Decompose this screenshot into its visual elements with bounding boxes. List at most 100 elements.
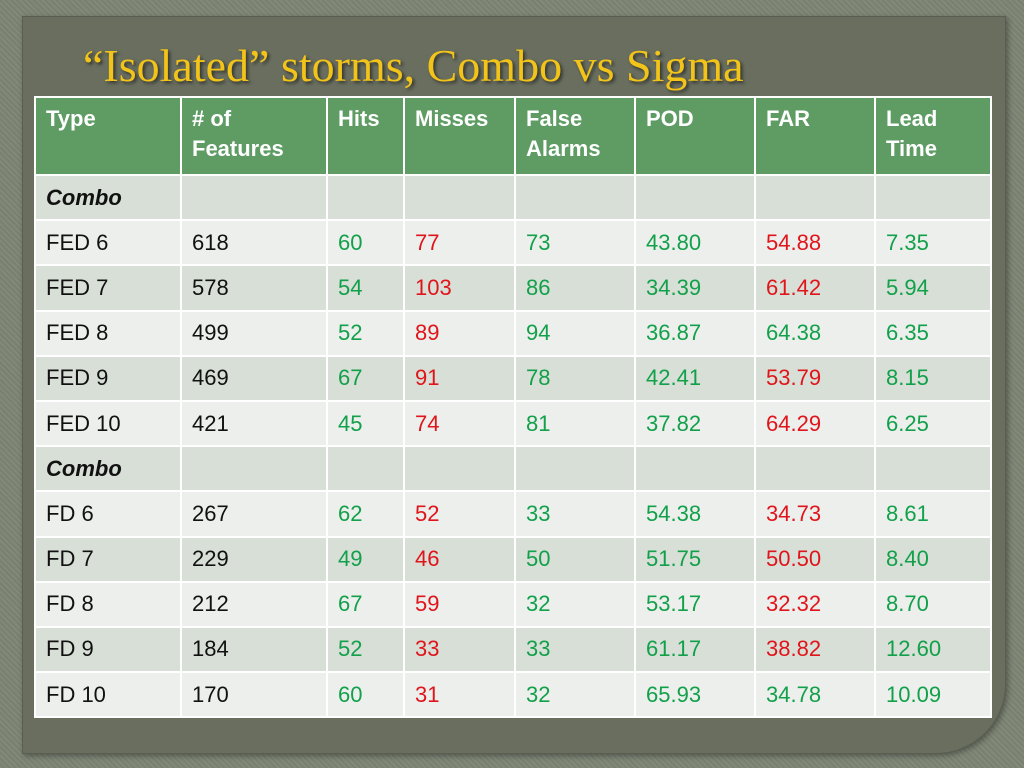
cell-type: FED 6 xyxy=(34,219,182,267)
cell-hits: 52 xyxy=(326,625,405,674)
cell-false-alarms: 50 xyxy=(514,535,636,583)
cell-far: 64.38 xyxy=(754,309,876,357)
cell-misses xyxy=(403,173,516,222)
cell-type: FED 8 xyxy=(34,309,182,357)
cell-features xyxy=(180,445,328,493)
cell-type: Combo xyxy=(34,173,182,222)
cell-misses: 52 xyxy=(403,490,516,538)
cell-far: 34.78 xyxy=(754,671,876,719)
header-hits: Hits xyxy=(326,96,405,176)
header-far: FAR xyxy=(754,96,876,176)
cell-misses: 33 xyxy=(403,625,516,674)
cell-features xyxy=(180,173,328,222)
cell-misses: 46 xyxy=(403,535,516,583)
cell-features: 170 xyxy=(180,671,328,719)
cell-hits: 45 xyxy=(326,399,405,448)
cell-features: 212 xyxy=(180,580,328,628)
cell-lead-time: 12.60 xyxy=(874,625,992,674)
cell-hits xyxy=(326,173,405,222)
cell-far: 53.79 xyxy=(754,354,876,402)
cell-false-alarms: 78 xyxy=(514,354,636,402)
cell-misses: 31 xyxy=(403,671,516,719)
cell-features: 421 xyxy=(180,399,328,448)
cell-type: FED 10 xyxy=(34,399,182,448)
table-row: FD 9 184 52 33 33 61.17 38.82 12.60 xyxy=(34,625,992,674)
cell-pod: 42.41 xyxy=(634,354,756,402)
cell-far: 54.88 xyxy=(754,219,876,267)
table-row: FD 8 212 67 59 32 53.17 32.32 8.70 xyxy=(34,580,992,628)
cell-far: 34.73 xyxy=(754,490,876,538)
cell-hits: 67 xyxy=(326,580,405,628)
cell-lead-time: 6.35 xyxy=(874,309,992,357)
cell-lead-time: 8.15 xyxy=(874,354,992,402)
cell-far: 32.32 xyxy=(754,580,876,628)
cell-lead-time xyxy=(874,445,992,493)
cell-type: FD 7 xyxy=(34,535,182,583)
table-row: FED 7 578 54 103 86 34.39 61.42 5.94 xyxy=(34,264,992,312)
cell-hits: 67 xyxy=(326,354,405,402)
cell-lead-time: 5.94 xyxy=(874,264,992,312)
cell-false-alarms: 33 xyxy=(514,490,636,538)
cell-misses: 59 xyxy=(403,580,516,628)
cell-false-alarms: 32 xyxy=(514,671,636,719)
slide-title: “Isolated” storms, Combo vs Sigma xyxy=(83,40,744,91)
table-row: FD 7 229 49 46 50 51.75 50.50 8.40 xyxy=(34,535,992,583)
cell-false-alarms: 81 xyxy=(514,399,636,448)
cell-lead-time: 10.09 xyxy=(874,671,992,719)
header-false-alarms: False Alarms xyxy=(514,96,636,176)
cell-features: 578 xyxy=(180,264,328,312)
cell-misses: 103 xyxy=(403,264,516,312)
cell-lead-time: 8.61 xyxy=(874,490,992,538)
group-row: Combo xyxy=(34,173,992,222)
cell-lead-time: 8.70 xyxy=(874,580,992,628)
cell-type: FED 9 xyxy=(34,354,182,402)
cell-misses: 89 xyxy=(403,309,516,357)
cell-pod: 61.17 xyxy=(634,625,756,674)
cell-pod: 51.75 xyxy=(634,535,756,583)
cell-false-alarms: 73 xyxy=(514,219,636,267)
table-row: FED 6 618 60 77 73 43.80 54.88 7.35 xyxy=(34,219,992,267)
cell-misses: 91 xyxy=(403,354,516,402)
cell-lead-time: 8.40 xyxy=(874,535,992,583)
header-pod: POD xyxy=(634,96,756,176)
cell-features: 469 xyxy=(180,354,328,402)
cell-hits: 62 xyxy=(326,490,405,538)
cell-type: FD 10 xyxy=(34,671,182,719)
header-misses: Misses xyxy=(403,96,516,176)
cell-pod: 37.82 xyxy=(634,399,756,448)
cell-lead-time: 6.25 xyxy=(874,399,992,448)
cell-hits xyxy=(326,445,405,493)
cell-pod: 34.39 xyxy=(634,264,756,312)
cell-far: 38.82 xyxy=(754,625,876,674)
cell-pod: 43.80 xyxy=(634,219,756,267)
cell-far xyxy=(754,445,876,493)
results-table: Type # of Features Hits Misses False Ala… xyxy=(34,96,992,719)
cell-pod xyxy=(634,173,756,222)
cell-type: FD 8 xyxy=(34,580,182,628)
cell-pod: 53.17 xyxy=(634,580,756,628)
cell-features: 184 xyxy=(180,625,328,674)
table-row: FD 10 170 60 31 32 65.93 34.78 10.09 xyxy=(34,671,992,719)
cell-hits: 49 xyxy=(326,535,405,583)
cell-hits: 52 xyxy=(326,309,405,357)
cell-misses: 74 xyxy=(403,399,516,448)
cell-pod: 54.38 xyxy=(634,490,756,538)
cell-hits: 60 xyxy=(326,671,405,719)
cell-features: 499 xyxy=(180,309,328,357)
cell-features: 618 xyxy=(180,219,328,267)
cell-type: FD 6 xyxy=(34,490,182,538)
cell-pod xyxy=(634,445,756,493)
cell-false-alarms: 94 xyxy=(514,309,636,357)
cell-misses xyxy=(403,445,516,493)
cell-far: 64.29 xyxy=(754,399,876,448)
cell-far: 61.42 xyxy=(754,264,876,312)
header-features: # of Features xyxy=(180,96,328,176)
cell-false-alarms xyxy=(514,445,636,493)
cell-lead-time xyxy=(874,173,992,222)
table-row: FED 8 499 52 89 94 36.87 64.38 6.35 xyxy=(34,309,992,357)
cell-type: FED 7 xyxy=(34,264,182,312)
cell-false-alarms: 86 xyxy=(514,264,636,312)
table-row: FED 10 421 45 74 81 37.82 64.29 6.25 xyxy=(34,399,992,448)
cell-features: 229 xyxy=(180,535,328,583)
cell-hits: 54 xyxy=(326,264,405,312)
